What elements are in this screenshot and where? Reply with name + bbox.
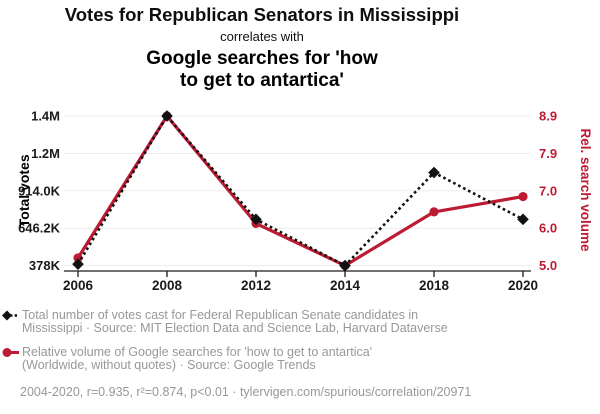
search-series-point — [429, 207, 439, 217]
left-axis-tick-label: 1.4M — [31, 109, 60, 124]
legend-text-search: Relative volume of Google searches for '… — [22, 346, 372, 371]
secondary-title: Google searches for 'how to get to antar… — [0, 48, 524, 92]
x-axis-tick-label: 2012 — [241, 278, 271, 293]
x-axis-tick-label: 2008 — [152, 278, 183, 293]
left-axis-title: Total votes — [16, 154, 32, 227]
left-axis-tick-label: 914.0K — [18, 183, 61, 198]
x-axis-tick-label: 2020 — [508, 278, 538, 293]
left-axis-tick-label: 378K — [29, 258, 61, 273]
legend-line: Mississippi · Source: MIT Election Data … — [22, 320, 448, 335]
legend-item-search: Relative volume of Google searches for '… — [2, 346, 562, 371]
right-axis-tick-label: 8.9 — [539, 109, 557, 124]
search-series-line — [76, 114, 525, 268]
right-axis-title: Rel. search volume — [578, 128, 593, 252]
right-axis-tick-label: 7.9 — [539, 146, 557, 161]
left-axis-tick-label: 646.2K — [18, 221, 61, 236]
stats-citation: 2004-2020, r=0.935, r²=0.874, p<0.01 · t… — [20, 385, 472, 399]
correlates-with-label: correlates with — [220, 29, 304, 44]
x-axis-tick-label: 2018 — [419, 278, 450, 293]
secondary-title-line2: to get to antartica' — [180, 70, 344, 91]
votes-series-point — [339, 259, 351, 272]
votes-series-marker-icon — [2, 310, 19, 321]
x-axis-tick-label: 2014 — [330, 278, 361, 293]
legend-line: Total number of votes cast for Federal R… — [22, 308, 419, 322]
votes-series-point — [161, 110, 173, 122]
page-title: Votes for Republican Senators in Mississ… — [64, 4, 460, 25]
legend-line: Relative volume of Google searches for '… — [22, 345, 373, 359]
legend-text-votes: Total number of votes cast for Federal R… — [22, 309, 448, 334]
left-axis-tick-label: 1.2M — [31, 146, 60, 161]
chart-canvas: 378K 5.0 646.2K 6.0 914.0K 7.0 1.2M 7.9 1.4M 8.9 2… — [16, 109, 593, 294]
legend-line: (Worldwide, without quotes) · Source: Go… — [22, 357, 316, 372]
right-axis-tick-label: 5.0 — [539, 258, 557, 273]
votes-series-line — [76, 114, 524, 267]
search-series-point — [73, 253, 83, 263]
votes-series-point — [517, 213, 529, 226]
search-series-marker-icon — [2, 348, 19, 357]
right-axis-tick-label: 6.0 — [539, 221, 557, 236]
votes-series-point — [72, 258, 84, 270]
right-axis-tick-label: 7.0 — [539, 183, 557, 198]
secondary-title-line1: Google searches for 'how — [146, 48, 378, 69]
legend-item-votes: Total number of votes cast for Federal R… — [2, 309, 562, 334]
x-axis-tick-label: 2006 — [63, 278, 94, 293]
search-series-point — [518, 191, 528, 202]
